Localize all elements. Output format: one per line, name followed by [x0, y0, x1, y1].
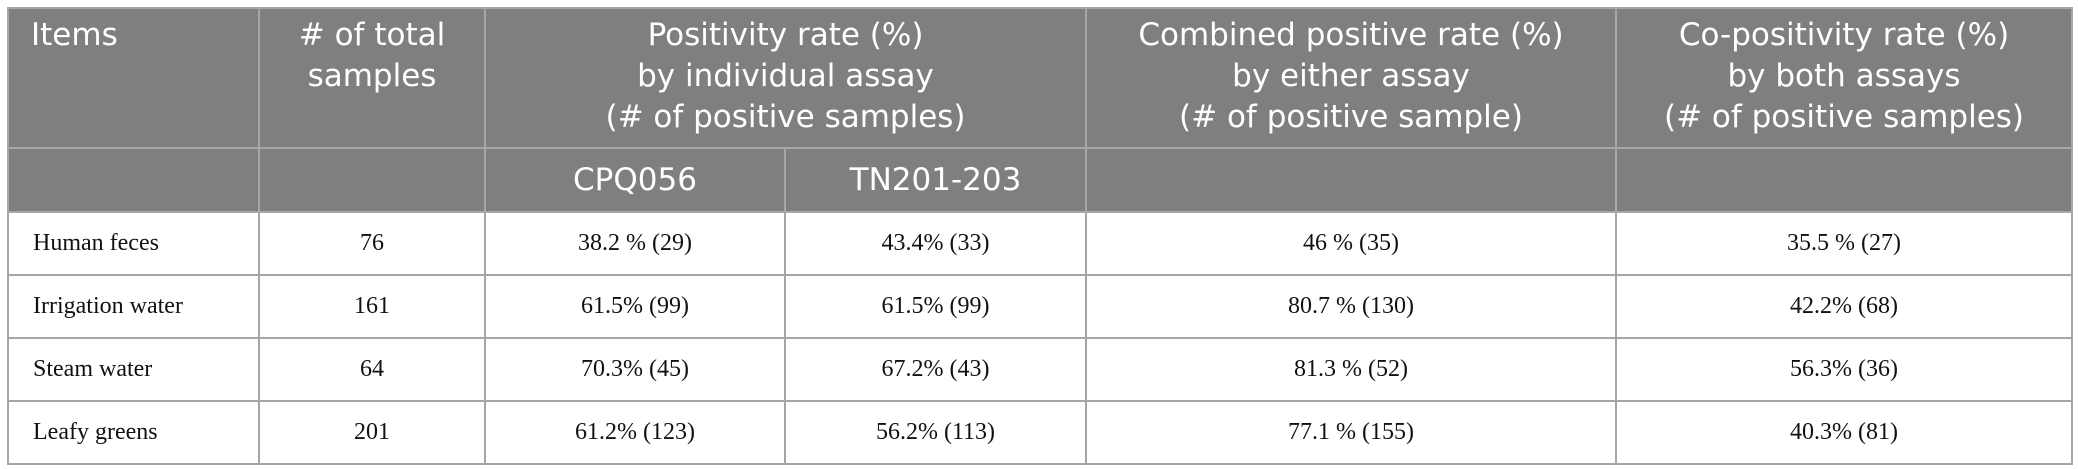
- table-cell: 64: [258, 337, 486, 402]
- table-header: Items # of total samples Positivity rate (%…: [7, 7, 2073, 213]
- header-cell: Items: [7, 7, 260, 149]
- header-line: Combined positive rate (%): [1138, 17, 1564, 53]
- header-cell: Co-positivity rate (%) by both assays (# o…: [1615, 7, 2073, 149]
- header-line: samples: [307, 58, 437, 94]
- table-cell: 43.4% (33): [784, 211, 1087, 276]
- table-cell: 67.2% (43): [784, 337, 1087, 402]
- header-cell: # of total samples: [258, 7, 486, 149]
- header-line: Positivity rate (%): [647, 17, 924, 53]
- header-line: Items: [31, 17, 118, 53]
- table-cell: 56.3% (36): [1615, 337, 2073, 402]
- table-cell: 161: [258, 274, 486, 339]
- table-cell: 35.5 % (27): [1615, 211, 2073, 276]
- header-row: Items # of total samples Positivity rate (%…: [7, 7, 2073, 149]
- table-cell: 76: [258, 211, 486, 276]
- header-line: (# of positive samples): [605, 99, 966, 135]
- table-cell: 38.2 % (29): [484, 211, 786, 276]
- table-cell: 201: [258, 400, 486, 465]
- header-cell: Combined positive rate (%) by either assa…: [1085, 7, 1617, 149]
- subheader-row: CPQ056 TN201-203: [7, 147, 2073, 213]
- subheader-cell: TN201-203: [784, 147, 1087, 213]
- row-label: Leafy greens: [7, 400, 260, 465]
- header-cell: [1615, 147, 2073, 213]
- table-row: Leafy greens 201 61.2% (123) 56.2% (113) 77.…: [7, 400, 2073, 465]
- header-line: # of total: [298, 17, 446, 53]
- table-cell: 61.5% (99): [784, 274, 1087, 339]
- header-line: by individual assay: [637, 58, 934, 94]
- subheader-cell: CPQ056: [484, 147, 786, 213]
- results-table: Items # of total samples Positivity rate (%…: [7, 7, 2073, 465]
- table-row: Irrigation water 161 61.5% (99) 61.5% (99) 8…: [7, 274, 2073, 339]
- header-line: by both assays: [1727, 58, 1961, 94]
- header-cell: [258, 147, 486, 213]
- row-label: Steam water: [7, 337, 260, 402]
- table-cell: 46 % (35): [1085, 211, 1617, 276]
- header-line: Co-positivity rate (%): [1678, 17, 2010, 53]
- table-cell: 80.7 % (130): [1085, 274, 1617, 339]
- table-body: Human feces 76 38.2 % (29) 43.4% (33) 46 % (…: [7, 211, 2073, 465]
- table-row: Steam water 64 70.3% (45) 67.2% (43) 81.3 % …: [7, 337, 2073, 402]
- row-label: Irrigation water: [7, 274, 260, 339]
- header-line: (# of positive sample): [1179, 99, 1523, 135]
- table-cell: 40.3% (81): [1615, 400, 2073, 465]
- table-cell: 77.1 % (155): [1085, 400, 1617, 465]
- table-cell: 61.5% (99): [484, 274, 786, 339]
- header-cell: [1085, 147, 1617, 213]
- row-label: Human feces: [7, 211, 260, 276]
- table-cell: 61.2% (123): [484, 400, 786, 465]
- header-cell: [7, 147, 260, 213]
- header-line: by either assay: [1232, 58, 1470, 94]
- table-cell: 56.2% (113): [784, 400, 1087, 465]
- header-cell: Positivity rate (%) by individual assay (#…: [484, 7, 1087, 149]
- header-line: (# of positive samples): [1663, 99, 2025, 135]
- table-cell: 42.2% (68): [1615, 274, 2073, 339]
- table-cell: 81.3 % (52): [1085, 337, 1617, 402]
- table-cell: 70.3% (45): [484, 337, 786, 402]
- table-row: Human feces 76 38.2 % (29) 43.4% (33) 46 % (…: [7, 211, 2073, 276]
